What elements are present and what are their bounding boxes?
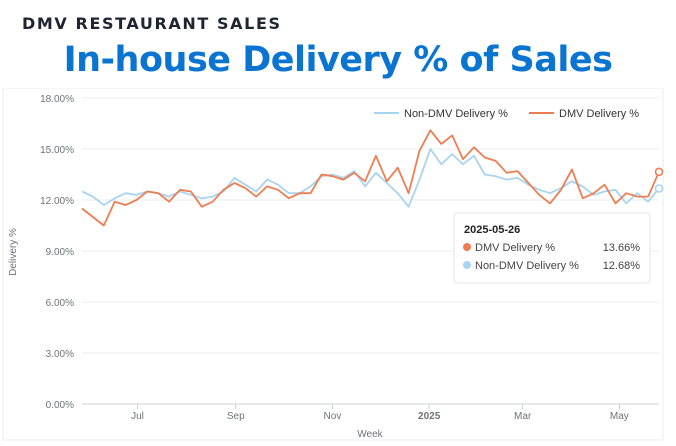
tooltip-label-non-dmv: Non-DMV Delivery % — [475, 260, 579, 272]
x-tick-label: Sep — [227, 411, 245, 422]
y-axis-title: Delivery % — [8, 228, 19, 276]
x-axis-ticks: Jul Sep Nov 2025 Mar May — [131, 404, 629, 422]
series-lines[interactable] — [81, 129, 664, 227]
chart-border — [2, 87, 664, 441]
series-last-point-1[interactable] — [654, 167, 664, 177]
tooltip-dot-dmv — [463, 243, 471, 251]
y-tick-label: 9.00% — [46, 247, 74, 258]
y-tick-label: 6.00% — [46, 298, 74, 309]
series-line-1[interactable] — [81, 129, 660, 227]
chart-kicker: DMV RESTAURANT SALES — [22, 14, 282, 33]
tooltip-label-dmv: DMV Delivery % — [475, 242, 555, 254]
tooltip: 2025-05-26 DMV Delivery % 13.66% Non-DMV… — [453, 212, 651, 284]
x-tick-label: Mar — [514, 411, 532, 422]
series-line-0[interactable] — [81, 148, 660, 208]
line-chart: 0.00% 3.00% 6.00% 9.00% 12.00% 15.00% 18.00% J… — [2, 87, 664, 441]
x-tick-label: 2025 — [418, 411, 441, 422]
y-tick-label: 15.00% — [40, 145, 74, 156]
tooltip-value-non-dmv: 12.68% — [603, 260, 641, 272]
legend[interactable]: Non-DMV Delivery % DMV Delivery % — [374, 108, 639, 120]
x-tick-label: May — [610, 411, 629, 422]
legend-item-dmv[interactable]: DMV Delivery % — [529, 108, 639, 120]
y-tick-label: 18.00% — [40, 94, 74, 105]
chart-area: 0.00% 3.00% 6.00% 9.00% 12.00% 15.00% 18.00% J… — [0, 87, 676, 441]
y-axis-ticks: 0.00% 3.00% 6.00% 9.00% 12.00% 15.00% 18.00% — [40, 94, 74, 411]
tooltip-value-dmv: 13.66% — [603, 242, 641, 254]
chart-title: In-house Delivery % of Sales — [63, 40, 613, 80]
y-tick-label: 3.00% — [46, 349, 74, 360]
tooltip-dot-non-dmv — [463, 261, 471, 269]
y-tick-label: 0.00% — [46, 400, 74, 411]
legend-item-non-dmv[interactable]: Non-DMV Delivery % — [374, 108, 508, 120]
series-last-point-0[interactable] — [654, 184, 664, 193]
tooltip-box — [453, 212, 651, 284]
legend-label-dmv: DMV Delivery % — [559, 108, 639, 120]
tooltip-date: 2025-05-26 — [464, 224, 520, 236]
x-tick-label: Jul — [131, 411, 144, 422]
legend-label-non-dmv: Non-DMV Delivery % — [404, 108, 508, 120]
x-axis-title: Week — [357, 429, 383, 440]
y-tick-label: 12.00% — [40, 196, 74, 207]
x-tick-label: Nov — [324, 411, 342, 422]
